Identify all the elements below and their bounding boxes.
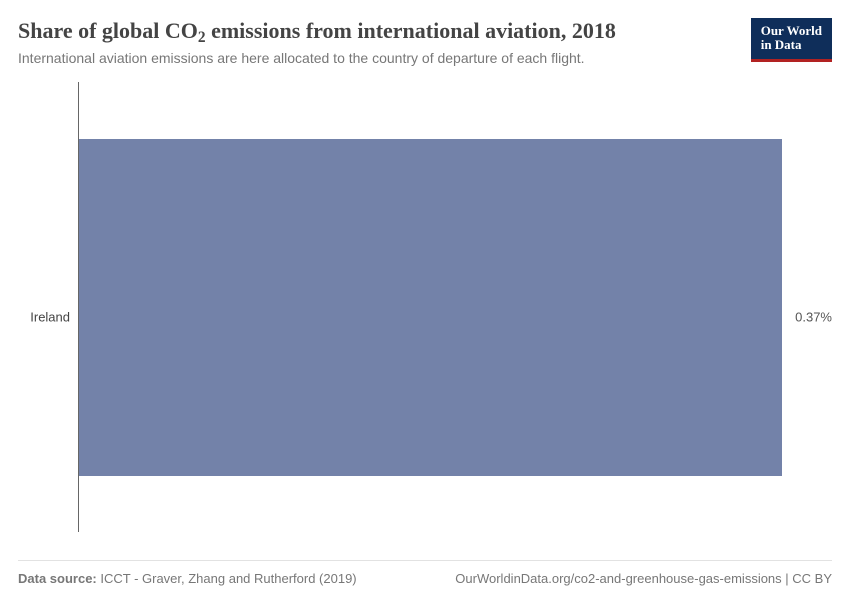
chart-area: Ireland 0.37% xyxy=(18,82,832,552)
logo-line1: Our World xyxy=(761,23,822,38)
title-block: Share of global CO2 emissions from inter… xyxy=(18,18,735,66)
source-text: ICCT - Graver, Zhang and Rutherford (201… xyxy=(97,571,357,586)
owid-logo: Our World in Data xyxy=(751,18,832,62)
source-label: Data source: xyxy=(18,571,97,586)
chart-subtitle: International aviation emissions are her… xyxy=(18,50,735,66)
value-label-0: 0.37% xyxy=(795,310,832,325)
footer-source: Data source: ICCT - Graver, Zhang and Ru… xyxy=(18,571,357,586)
title-prefix: Share of global CO xyxy=(18,18,198,43)
y-axis-label-0: Ireland xyxy=(18,310,70,325)
plot-region xyxy=(78,82,782,532)
title-subscript: 2 xyxy=(198,29,206,46)
chart-container: Share of global CO2 emissions from inter… xyxy=(0,0,850,600)
bar-row-0 xyxy=(79,139,782,476)
footer: Data source: ICCT - Graver, Zhang and Ru… xyxy=(18,560,832,586)
logo-line2: in Data xyxy=(761,37,802,52)
header: Share of global CO2 emissions from inter… xyxy=(18,18,832,66)
title-suffix: emissions from international aviation, 2… xyxy=(206,18,616,43)
bar-0 xyxy=(79,139,782,476)
footer-attribution: OurWorldinData.org/co2-and-greenhouse-ga… xyxy=(455,571,832,586)
chart-title: Share of global CO2 emissions from inter… xyxy=(18,18,735,44)
